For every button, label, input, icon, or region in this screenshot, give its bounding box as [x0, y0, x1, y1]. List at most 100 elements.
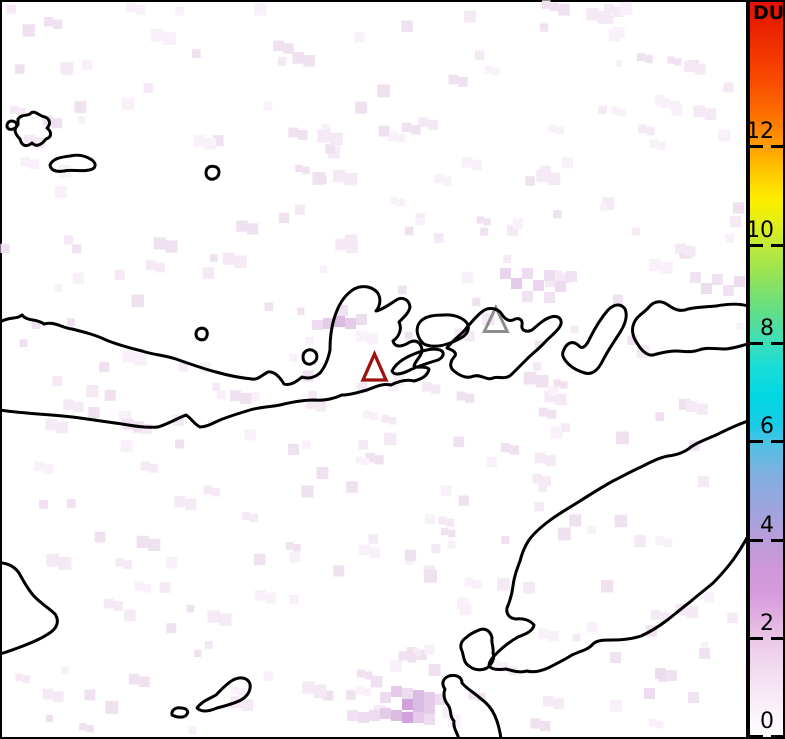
colorbar: DU 12 10 8 6 4 2 0	[746, 0, 785, 739]
noise-pixel	[34, 137, 46, 149]
noise-pixel	[263, 671, 274, 681]
noise-pixel	[302, 440, 311, 449]
noise-pixel	[313, 684, 327, 697]
noise-pixel	[538, 628, 549, 639]
noise-pixel	[534, 452, 546, 464]
noise-pixel	[143, 82, 154, 93]
noise-pixel	[597, 13, 606, 22]
noise-pixel	[292, 543, 301, 552]
noise-pixel	[124, 609, 136, 622]
noise-pixel	[77, 116, 86, 124]
noise-pixel	[79, 722, 87, 731]
noise-pixel	[468, 690, 478, 700]
noise-pixel	[52, 376, 63, 387]
noise-pixel	[153, 237, 166, 250]
noise-pixel	[191, 49, 201, 59]
noise-pixel	[247, 223, 259, 235]
noise-pixel	[561, 423, 571, 433]
noise-pixel	[297, 129, 308, 140]
noise-pixel	[550, 2, 559, 12]
noise-pixel	[374, 455, 384, 465]
colorbar-tick-mark	[771, 440, 783, 443]
noise-pixel	[303, 55, 316, 67]
noise-pixel	[541, 0, 551, 9]
noise-pixel	[610, 700, 622, 712]
colorbar-tick-mark	[771, 244, 783, 247]
noise-pixel	[636, 52, 645, 62]
noise-pixel	[404, 331, 413, 340]
noise-pixel	[308, 390, 318, 400]
noise-pixel	[67, 318, 75, 326]
noise-pixel	[185, 498, 197, 511]
noise-pixel	[424, 569, 438, 583]
noise-pixel	[483, 218, 491, 226]
noise-pixel	[6, 4, 16, 14]
noise-pixel	[264, 302, 274, 311]
noise-pixel	[45, 715, 53, 723]
noise-pixel	[22, 675, 31, 684]
noise-pixel	[244, 429, 256, 441]
colorbar-tick-mark	[750, 735, 763, 738]
noise-pixel	[135, 4, 146, 15]
noise-pixel	[686, 606, 699, 619]
noise-pixel	[613, 26, 625, 39]
noise-pixel	[265, 592, 277, 604]
noise-pixel	[358, 544, 370, 556]
noise-pixel	[544, 390, 556, 403]
colorbar-tick-label: 8	[760, 316, 774, 341]
noise-pixel	[321, 123, 331, 133]
noise-pixel	[540, 23, 549, 32]
noise-pixel	[140, 461, 150, 471]
noise-pixel	[301, 485, 314, 498]
noise-pixel	[418, 117, 429, 128]
data-pixel-patch	[435, 694, 446, 705]
noise-pixel	[486, 456, 497, 468]
coastline-savu	[195, 676, 252, 713]
noise-pixel	[23, 134, 35, 146]
noise-pixel	[104, 389, 116, 401]
noise-pixel	[362, 410, 371, 419]
noise-pixel	[411, 124, 421, 135]
noise-pixel	[532, 473, 543, 484]
noise-pixel	[356, 669, 365, 678]
noise-pixel	[457, 77, 468, 87]
data-pixel-patch	[402, 688, 413, 699]
coastline-rote	[441, 673, 503, 739]
data-pixel-patch	[337, 305, 348, 316]
noise-pixel	[166, 623, 177, 634]
noise-pixel	[723, 82, 734, 93]
noise-pixel	[686, 400, 698, 412]
data-pixel-patch	[424, 692, 435, 703]
data-pixel-patch	[544, 292, 555, 303]
noise-pixel	[358, 439, 369, 450]
noise-pixel	[696, 403, 708, 415]
noise-pixel	[120, 440, 133, 453]
noise-pixel	[369, 547, 380, 558]
noise-pixel	[344, 234, 358, 248]
noise-pixel	[431, 544, 441, 554]
noise-pixel	[165, 556, 178, 569]
noise-pixel	[415, 217, 424, 226]
noise-pixel	[525, 176, 535, 186]
noise-pixel	[356, 686, 364, 695]
noise-pixel	[72, 272, 85, 284]
noise-pixel	[558, 4, 570, 16]
noise-pixel	[155, 262, 165, 273]
noise-pixel	[283, 43, 294, 54]
colorbar-tick-label: 0	[760, 709, 774, 734]
colorbar-tick-mark	[750, 145, 763, 148]
noise-pixel	[541, 476, 552, 486]
noise-pixel	[43, 463, 54, 474]
noise-pixel	[86, 384, 99, 398]
noise-pixel	[442, 707, 454, 719]
noise-pixel	[627, 335, 638, 346]
noise-pixel	[464, 10, 477, 23]
noise-pixel	[675, 243, 686, 255]
noise-pixel	[427, 119, 438, 130]
noise-pixel	[657, 141, 666, 150]
noise-pixel	[370, 675, 383, 688]
data-pixel-patch	[345, 318, 356, 329]
noise-pixel	[448, 74, 459, 85]
noise-pixel	[315, 401, 326, 412]
data-pixel-noise-layer	[0, 0, 745, 735]
